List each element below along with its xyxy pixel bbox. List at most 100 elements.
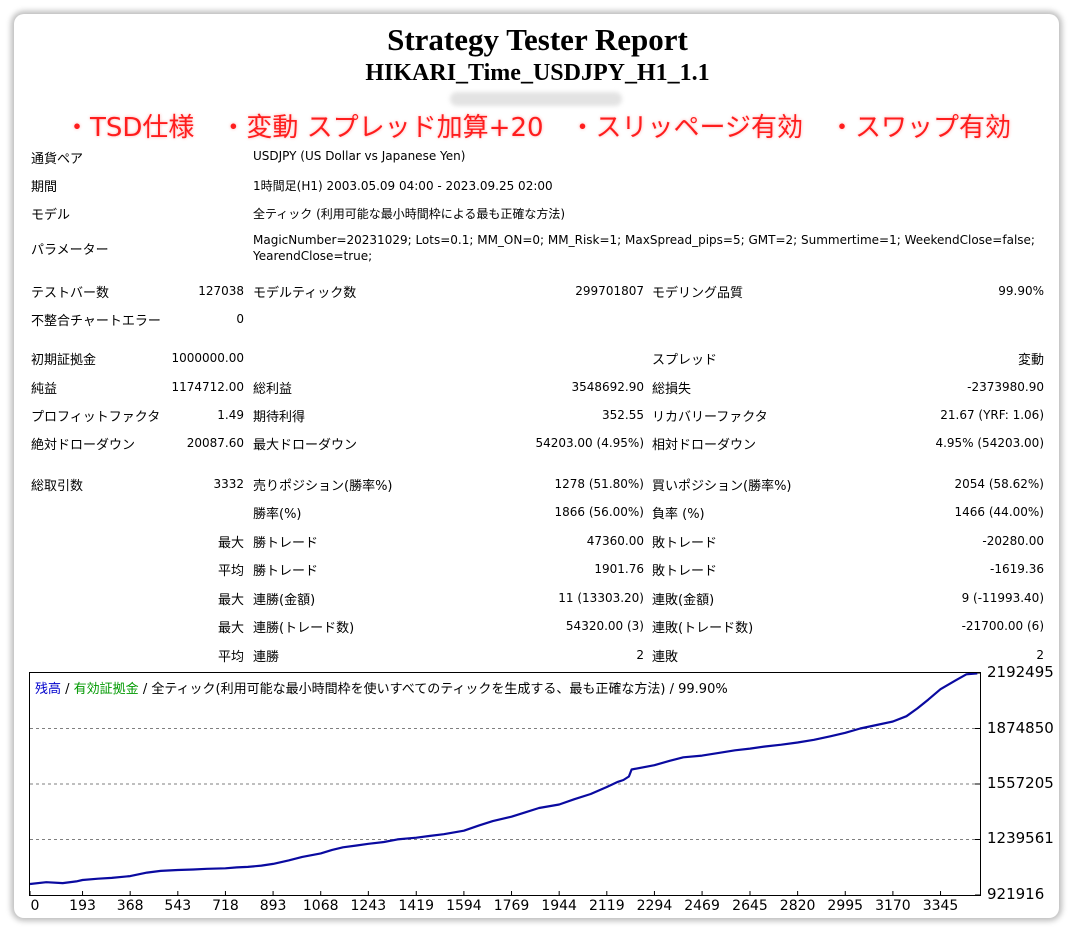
mismatch-value: 0 bbox=[236, 312, 244, 326]
max2-label: 最大 bbox=[217, 593, 244, 608]
report-title: Strategy Tester Report bbox=[387, 22, 688, 57]
x-tick-label: 2294 bbox=[636, 898, 673, 914]
series-line-balance bbox=[30, 673, 978, 886]
balance-chart bbox=[29, 672, 981, 896]
x-tick-label: 2995 bbox=[827, 898, 864, 914]
max1-label: 最大 bbox=[217, 536, 244, 551]
short-label: 売りポジション(勝率%) bbox=[253, 479, 393, 494]
params-line2: YearendClose=true; bbox=[253, 249, 373, 263]
loss-pct-value: 1466 (44.00%) bbox=[954, 505, 1044, 519]
ticks-value: 299701807 bbox=[575, 284, 644, 298]
x-tick-label: 3170 bbox=[875, 898, 911, 914]
cons-wins-amt-label: 連勝(金額) bbox=[253, 593, 316, 608]
avg-win-value: 1901.76 bbox=[594, 562, 644, 576]
x-tick-label: 368 bbox=[116, 898, 144, 914]
recovery-value: 21.67 (YRF: 1.06) bbox=[940, 408, 1044, 422]
largest-loss-value: -20280.00 bbox=[982, 534, 1044, 548]
x-tick-label: 1243 bbox=[350, 898, 387, 914]
long-value: 2054 (58.62%) bbox=[954, 477, 1044, 491]
avg-loss-value: -1619.36 bbox=[990, 562, 1044, 576]
cons-wins-cnt-value: 54320.00 (3) bbox=[565, 619, 644, 633]
avg-cons-loss-label: 連敗 bbox=[652, 650, 679, 665]
cons-wins-amt-value: 11 (13303.20) bbox=[558, 591, 644, 605]
cons-wins-cnt-label: 連勝(トレード数) bbox=[253, 621, 355, 636]
pair-value: USDJPY (US Dollar vs Japanese Yen) bbox=[253, 149, 466, 163]
loss-pct-label: 負率 (%) bbox=[652, 507, 705, 522]
bars-label: テストバー数 bbox=[31, 286, 110, 301]
x-tick-label: 3345 bbox=[922, 898, 959, 914]
model-value: 全ティック (利用可能な最小時間枠による最も正確な方法) bbox=[253, 207, 566, 221]
y-tick-label: 1239561 bbox=[987, 829, 1054, 848]
payoff-value: 352.55 bbox=[602, 408, 644, 422]
x-tick-label: 2469 bbox=[684, 898, 720, 914]
cons-loss-amt-label: 連敗(金額) bbox=[652, 593, 715, 608]
x-tick-label: 1769 bbox=[493, 898, 530, 914]
avg-win-label: 勝トレード bbox=[253, 564, 319, 579]
x-tick-label: 2119 bbox=[588, 898, 625, 914]
quality-label: モデリング品質 bbox=[652, 286, 744, 301]
y-tick-label: 1557205 bbox=[987, 774, 1054, 792]
largest-loss-label: 敗トレード bbox=[652, 536, 718, 551]
max-dd-label: 最大ドローダウン bbox=[253, 438, 358, 453]
quality-value: 99.90% bbox=[998, 284, 1044, 298]
x-tick-label: 718 bbox=[212, 898, 239, 914]
avg-cons-loss-value: 2 bbox=[1036, 648, 1044, 662]
x-tick-label: 543 bbox=[164, 898, 192, 914]
largest-win-label: 勝トレード bbox=[253, 536, 319, 551]
legend-equity: 有効証拠金 bbox=[73, 682, 139, 697]
max3-label: 最大 bbox=[217, 621, 244, 636]
net-label: 純益 bbox=[31, 382, 58, 397]
deposit-label: 初期証拠金 bbox=[31, 353, 97, 368]
legend-description: / 全ティック(利用可能な最小時間枠を使いすべてのティックを生成する、最も正確な… bbox=[138, 682, 728, 697]
avg1-label: 平均 bbox=[217, 564, 244, 579]
rel-dd-label: 相対ドローダウン bbox=[652, 438, 757, 453]
y-tick-label: 2192495 bbox=[987, 663, 1054, 681]
legend-balance: 残高 bbox=[35, 682, 62, 697]
cons-loss-cnt-value: -21700.00 (6) bbox=[961, 619, 1044, 633]
pf-value: 1.49 bbox=[217, 408, 244, 422]
max-dd-value: 54203.00 (4.95%) bbox=[535, 436, 644, 450]
largest-win-value: 47360.00 bbox=[586, 534, 644, 548]
x-tick-label: 893 bbox=[259, 898, 287, 914]
params-label: パラメーター bbox=[31, 243, 109, 258]
params-line1: MagicNumber=20231029; Lots=0.1; MM_ON=0;… bbox=[253, 233, 1035, 247]
short-value: 1278 (51.80%) bbox=[554, 477, 644, 491]
y-tick-label: 1874850 bbox=[987, 718, 1054, 737]
spread-value: 変動 bbox=[1017, 353, 1044, 368]
spread-label: スプレッド bbox=[652, 353, 718, 368]
x-tick-label: 1068 bbox=[302, 898, 339, 914]
gross-loss-value: -2373980.90 bbox=[967, 380, 1044, 394]
payoff-label: 期待利得 bbox=[253, 410, 306, 425]
net-value: 1174712.00 bbox=[171, 380, 244, 394]
legend-separator: / bbox=[61, 682, 74, 697]
trades-value: 3332 bbox=[213, 477, 244, 491]
cons-loss-amt-value: 9 (-11993.40) bbox=[961, 591, 1044, 605]
blurred-text bbox=[450, 92, 622, 106]
avg2-label: 平均 bbox=[217, 650, 244, 665]
trades-label: 総取引数 bbox=[31, 479, 84, 494]
abs-dd-label: 絶対ドローダウン bbox=[31, 438, 136, 453]
chart-plot-area bbox=[30, 673, 980, 895]
gross-profit-value: 3548692.90 bbox=[571, 380, 644, 394]
avg-loss-label: 敗トレード bbox=[652, 564, 718, 579]
x-tick-label: 1944 bbox=[541, 898, 577, 914]
abs-dd-value: 20087.60 bbox=[186, 436, 244, 450]
x-tick-label: 1594 bbox=[446, 898, 482, 914]
period-value: 1時間足(H1) 2003.05.09 04:00 - 2023.09.25 0… bbox=[253, 179, 553, 193]
x-tick-label: 0 bbox=[30, 898, 40, 914]
bars-value: 127038 bbox=[198, 284, 244, 298]
model-label: モデル bbox=[31, 208, 71, 223]
x-tick-label: 2820 bbox=[779, 898, 816, 914]
avg-cons-wins-label: 連勝 bbox=[253, 650, 280, 665]
period-label: 期間 bbox=[31, 180, 58, 195]
long-label: 買いポジション(勝率%) bbox=[652, 479, 792, 494]
gross-loss-label: 総損失 bbox=[652, 382, 692, 397]
banner-conditions: ・TSD仕様 ・変動 スプレッド加算+20 ・スリッページ有効 ・スワップ有効 bbox=[63, 113, 1012, 143]
x-tick-label: 2645 bbox=[732, 898, 768, 914]
win-pct-label: 勝率(%) bbox=[253, 507, 302, 522]
pf-label: プロフィットファクタ bbox=[31, 410, 161, 425]
cons-loss-cnt-label: 連敗(トレード数) bbox=[652, 621, 754, 636]
x-tick-label: 1419 bbox=[398, 898, 435, 914]
win-pct-value: 1866 (56.00%) bbox=[554, 505, 644, 519]
chart-legend: 残高 / 有効証拠金 / 全ティック(利用可能な最小時間枠を使いすべてのティック… bbox=[35, 678, 728, 697]
